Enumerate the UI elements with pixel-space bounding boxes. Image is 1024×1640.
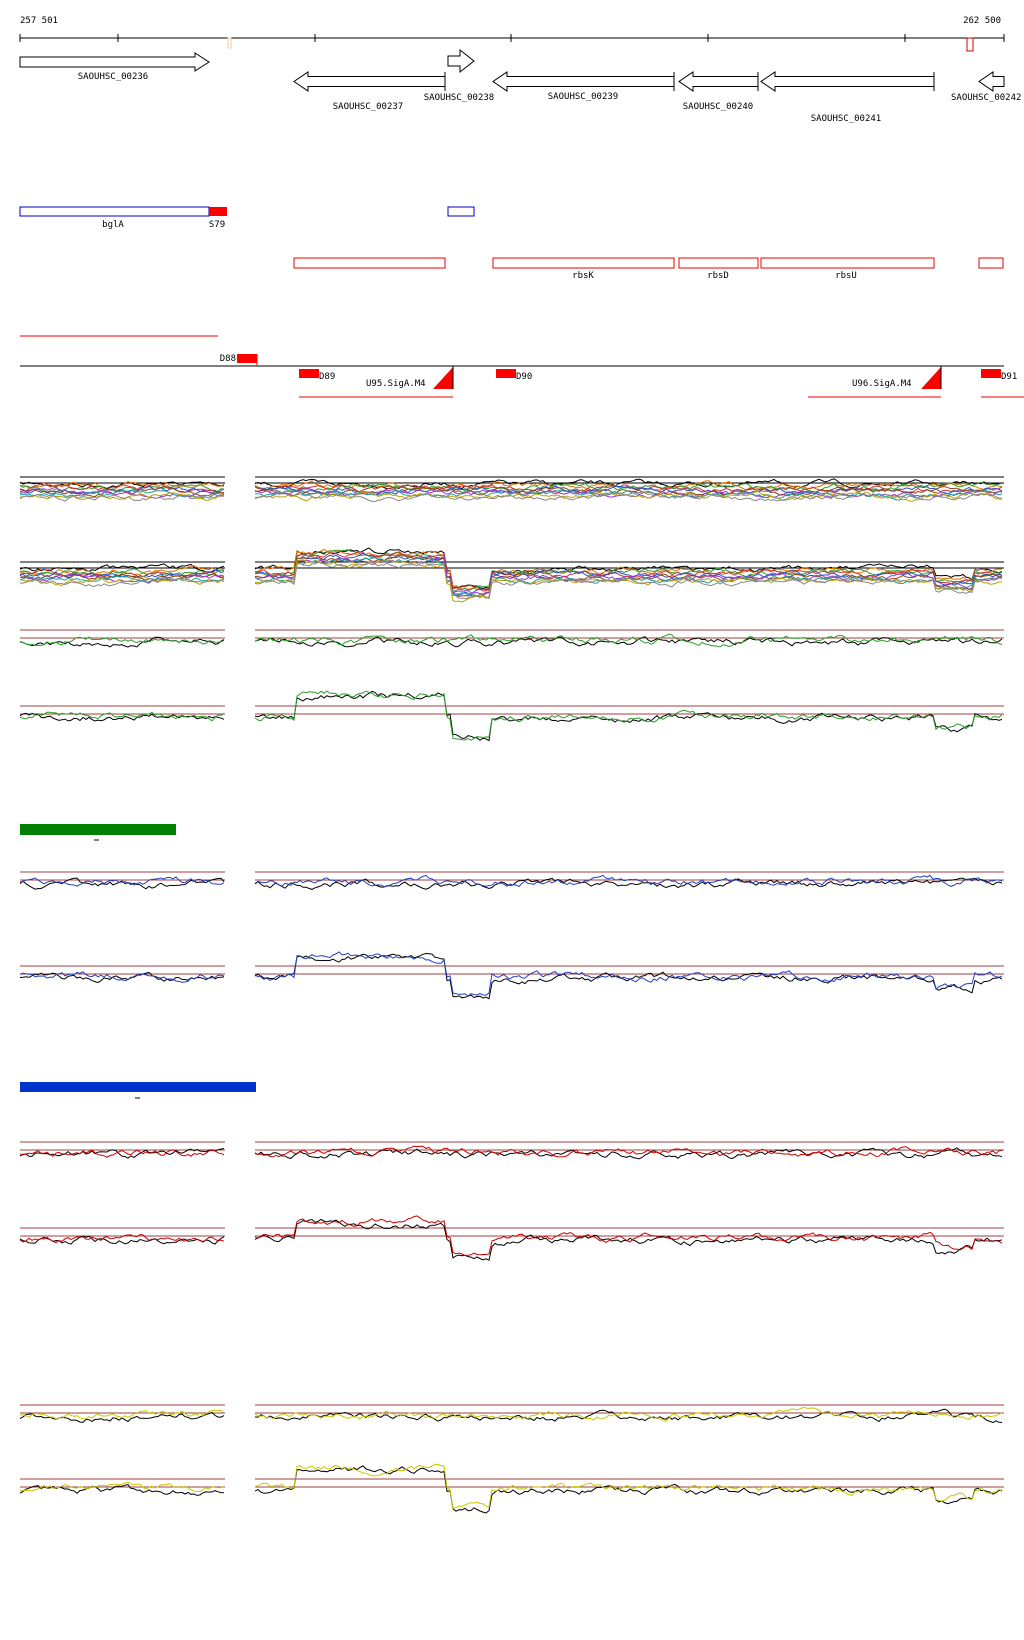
- gene-arrow: [447, 48, 475, 74]
- expression-line: [254, 489, 1003, 501]
- feature-label: D88: [220, 354, 236, 364]
- gene-label: SAOUHSC_00242: [951, 93, 1021, 103]
- gene-track: [19, 48, 1005, 92]
- expression-line: [19, 563, 225, 574]
- feature-box: [299, 369, 319, 378]
- expression-line: [19, 576, 225, 587]
- expression-line: [254, 951, 1003, 997]
- expression-line: [19, 1233, 225, 1244]
- expression-line: [254, 491, 1003, 503]
- feature-label: D90: [516, 372, 532, 382]
- promoter-mark: [433, 367, 453, 389]
- expression-line: [254, 1408, 1003, 1424]
- expression-line: [20, 485, 225, 495]
- expression-line: [19, 1484, 225, 1496]
- gene-label: SAOUHSC_00236: [78, 72, 148, 82]
- expression-line: [19, 1235, 225, 1245]
- gene-arrow: [293, 71, 446, 92]
- expression-line: [19, 1481, 225, 1493]
- expression-line: [254, 690, 1003, 741]
- expression-line: [254, 1218, 1003, 1261]
- expression-line: [254, 633, 1003, 648]
- gene-arrow: [678, 71, 759, 92]
- expression-line: [254, 1406, 1003, 1422]
- feature-box: [496, 369, 516, 378]
- marker: [227, 37, 232, 49]
- operon-label: S79: [209, 220, 225, 230]
- operon-boxes: [293, 257, 1004, 269]
- expression-line: [19, 711, 225, 722]
- operon-box: [447, 206, 475, 217]
- expression-line: [254, 1145, 1003, 1158]
- condition-bar: [20, 824, 176, 835]
- expression-line: [254, 636, 1003, 648]
- operon-label: rbsU: [835, 271, 857, 281]
- expression-line: [19, 569, 225, 579]
- operon-label: rbsD: [707, 271, 729, 281]
- operon-box: [209, 207, 227, 216]
- expression-line: [19, 1409, 225, 1420]
- expression-line: [19, 876, 225, 887]
- expression-line: [254, 491, 1003, 503]
- feature-label: D91: [1001, 372, 1017, 382]
- gene-label: SAOUHSC_00241: [811, 114, 881, 124]
- feature-label: U95.SigA.M4: [366, 379, 426, 389]
- operon-label: rbsK: [572, 271, 594, 281]
- expression-line: [19, 1148, 225, 1159]
- condition-bar: [20, 1082, 256, 1092]
- promoter-mark: [921, 367, 941, 389]
- expression-line: [254, 547, 1003, 589]
- expression-line: [19, 493, 225, 502]
- ruler-ticks: [19, 34, 1005, 42]
- gene-arrow: [978, 71, 1005, 92]
- gene-arrow: [760, 71, 935, 92]
- ruler-start: 257 501: [20, 16, 58, 26]
- expression-line: [19, 485, 225, 498]
- gene-label: SAOUHSC_00239: [548, 92, 618, 102]
- expression-tracks: [19, 476, 1004, 1514]
- expression-line: [254, 553, 1003, 596]
- expression-line: [254, 1215, 1003, 1257]
- expression-line: [19, 636, 225, 647]
- expression-line: [254, 551, 1002, 592]
- feature-label: D89: [319, 372, 335, 382]
- expression-line: [254, 549, 1003, 593]
- expression-line: [254, 877, 1003, 890]
- expression-line: [254, 1463, 1003, 1509]
- expression-line: [254, 561, 1003, 600]
- expression-line: [19, 572, 225, 584]
- feature-label: U96.SigA.M4: [852, 379, 912, 389]
- operon-box: [19, 206, 210, 217]
- expression-line: [254, 559, 1003, 603]
- feature-box: [981, 369, 1001, 378]
- expression-line: [254, 1465, 1002, 1514]
- expression-line: [19, 971, 225, 983]
- expression-line: [19, 486, 225, 499]
- gene-arrow: [19, 52, 210, 72]
- expression-line: [254, 874, 1003, 888]
- gene-label: SAOUHSC_00237: [333, 102, 403, 112]
- expression-line: [19, 576, 225, 587]
- gene-arrow: [492, 71, 675, 92]
- ruler-end: 262 500: [963, 16, 1001, 26]
- expression-line: [19, 482, 225, 495]
- expression-line: [19, 1149, 225, 1158]
- gene-label: SAOUHSC_00238: [424, 93, 494, 103]
- gene-label: SAOUHSC_00240: [683, 102, 753, 112]
- expression-line: [19, 877, 225, 890]
- operon-label: bglA: [102, 220, 124, 230]
- feature-box: [237, 354, 257, 363]
- expression-line: [254, 952, 1003, 1000]
- marker: [966, 37, 974, 52]
